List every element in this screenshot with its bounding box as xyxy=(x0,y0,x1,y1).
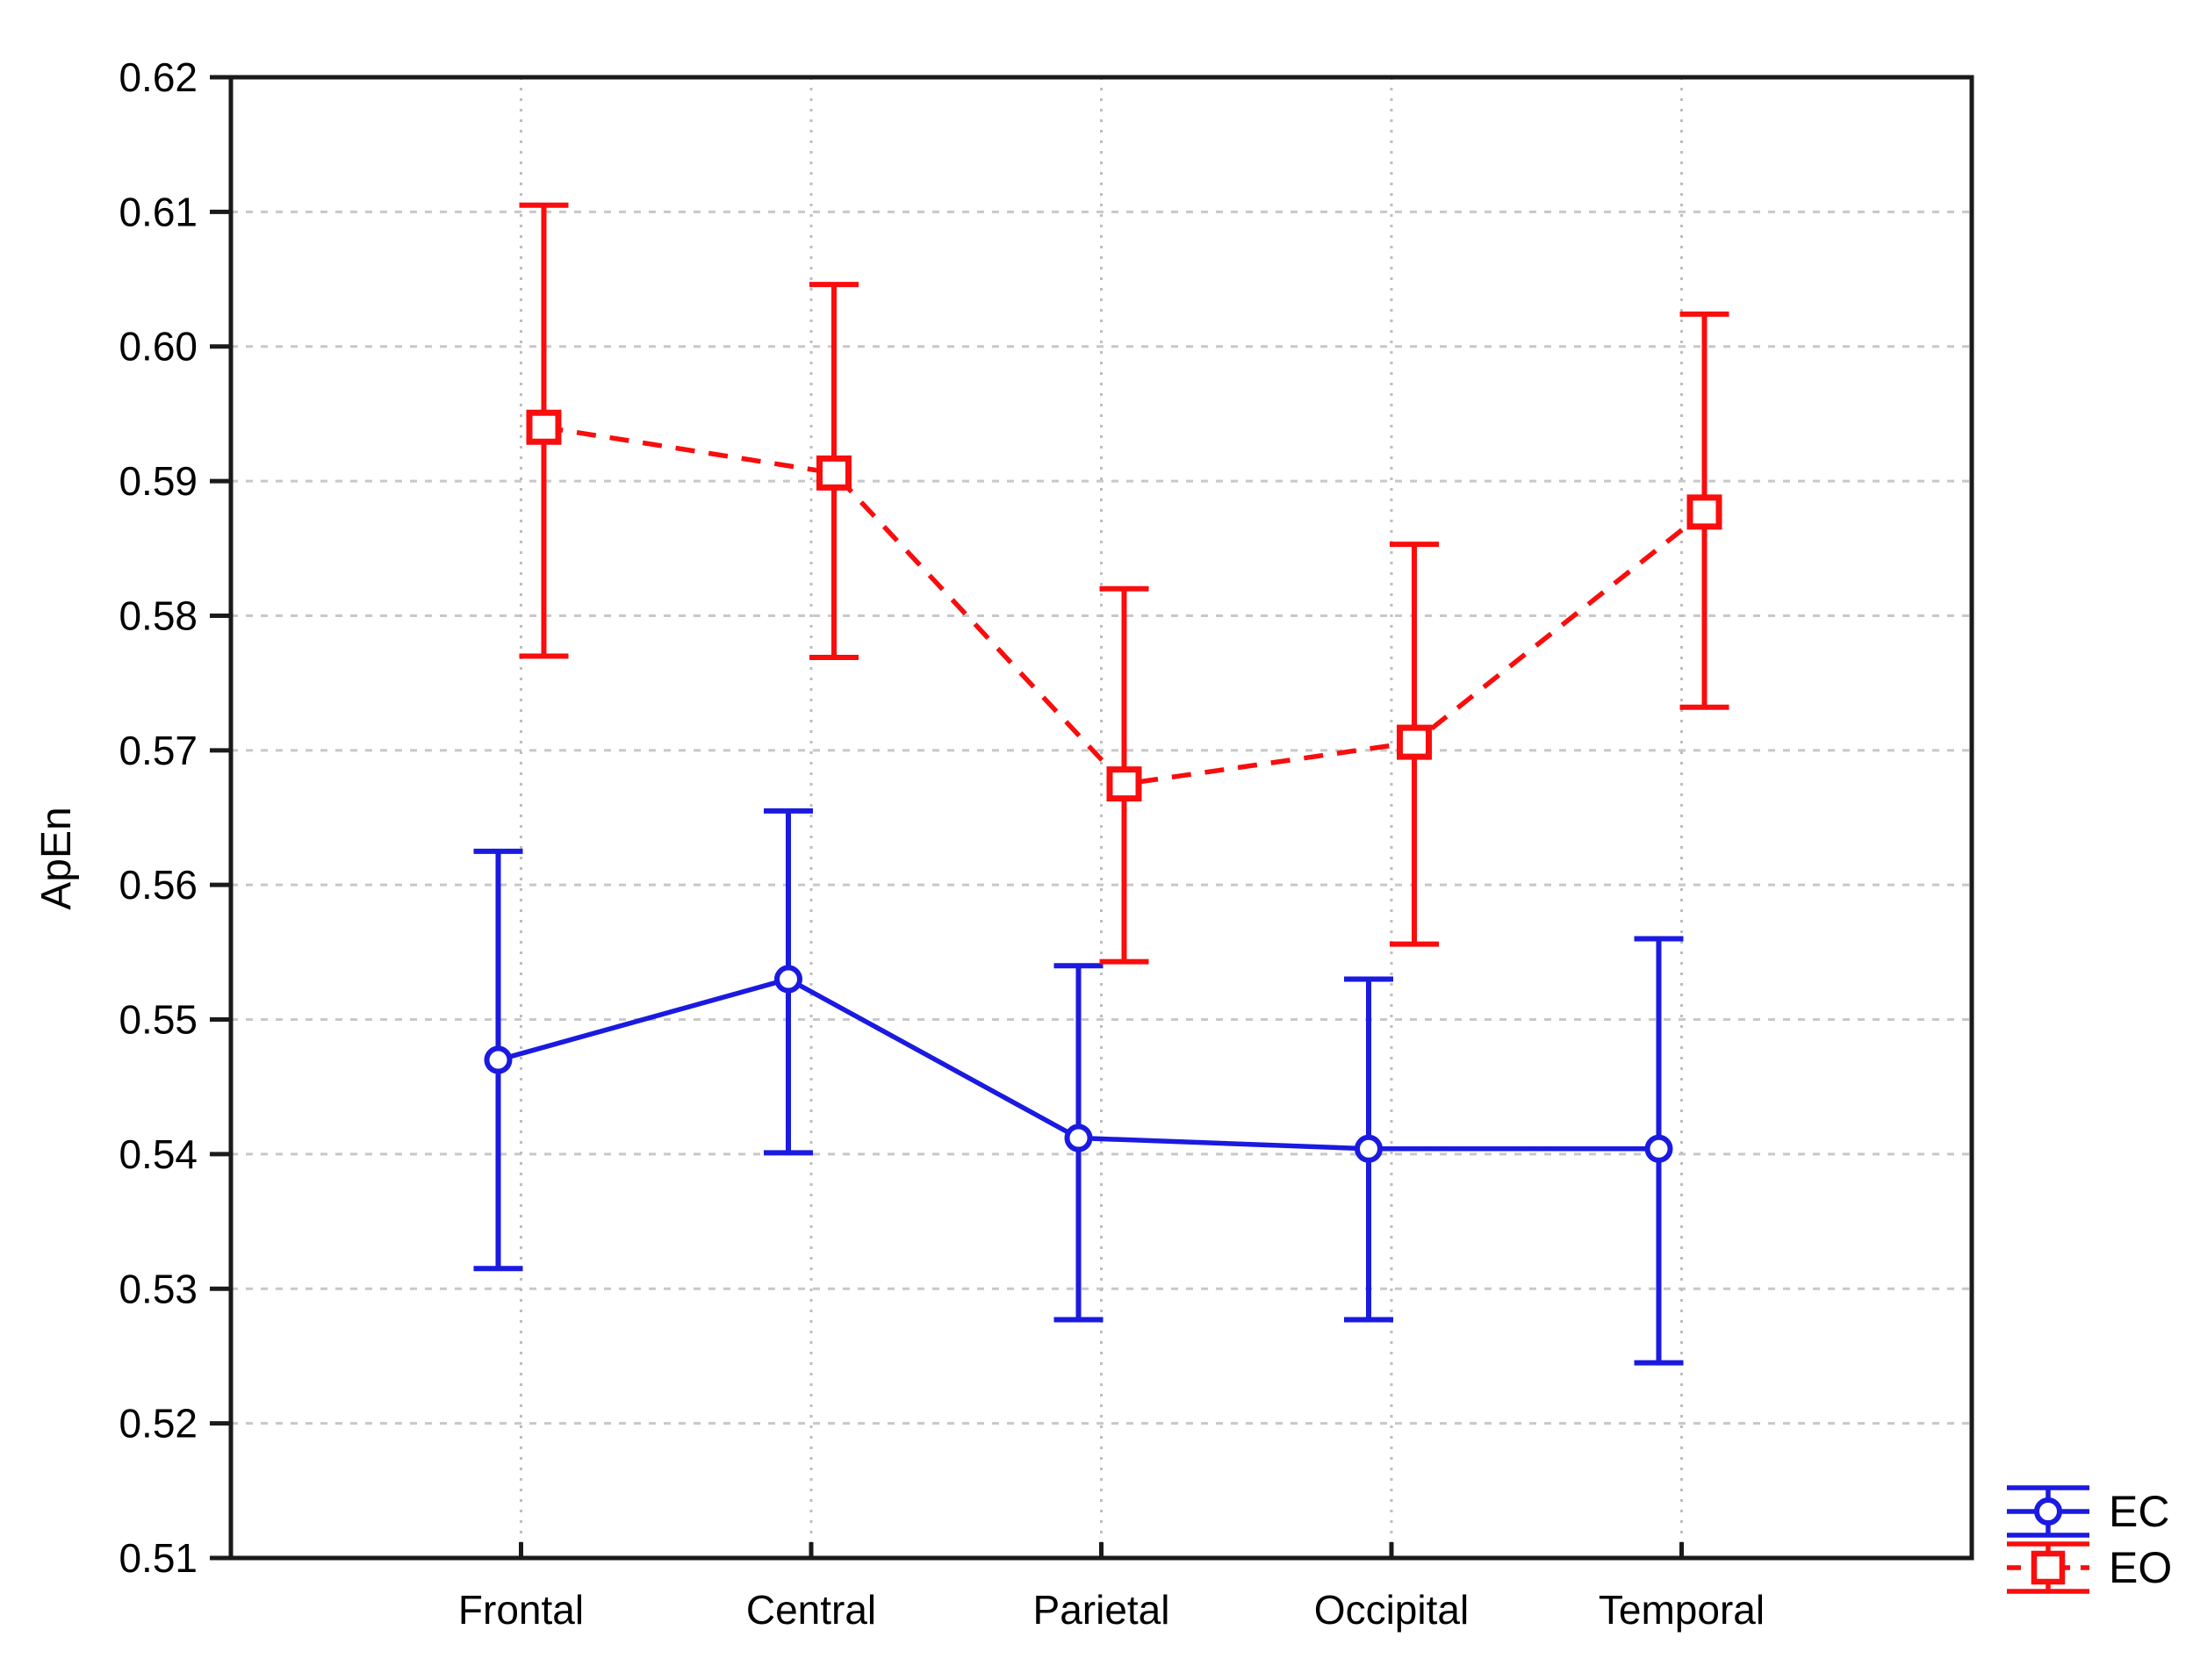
y-tick-label: 0.56 xyxy=(119,862,198,908)
y-tick-label: 0.57 xyxy=(119,728,198,773)
data-marker-circle-EC xyxy=(774,965,802,994)
data-marker-square-EO xyxy=(1106,766,1142,802)
y-tick-label: 0.54 xyxy=(119,1131,198,1177)
data-marker-circle-EC xyxy=(1644,1134,1673,1163)
x-axis-label: Central xyxy=(746,1587,876,1633)
data-marker-square-EO xyxy=(1686,494,1722,530)
x-axis-label: Frontal xyxy=(458,1587,584,1633)
y-tick-label: 0.58 xyxy=(119,592,198,638)
y-tick-label: 0.51 xyxy=(119,1535,198,1581)
legend-marker-square-EO xyxy=(2031,1550,2066,1585)
y-tick-label: 0.62 xyxy=(119,54,198,100)
data-marker-square-EO xyxy=(1397,724,1432,760)
x-axis-label: Parietal xyxy=(1033,1587,1170,1633)
data-marker-circle-EC xyxy=(484,1045,513,1074)
y-axis-title: ApEn xyxy=(33,807,80,909)
legend-label-EC: EC xyxy=(2109,1487,2169,1536)
data-marker-circle-EC xyxy=(1064,1124,1093,1152)
y-tick-label: 0.53 xyxy=(119,1266,198,1311)
data-marker-circle-EC xyxy=(1355,1134,1383,1163)
y-tick-label: 0.52 xyxy=(119,1401,198,1447)
x-axis-label: Occipital xyxy=(1314,1587,1469,1633)
x-axis-label: Temporal xyxy=(1599,1587,1765,1633)
y-tick-label: 0.55 xyxy=(119,997,198,1043)
y-tick-label: 0.59 xyxy=(119,458,198,504)
y-tick-label: 0.61 xyxy=(119,189,198,234)
data-marker-square-EO xyxy=(816,455,852,491)
y-tick-label: 0.60 xyxy=(119,324,198,370)
legend-label-EO: EO xyxy=(2109,1543,2172,1592)
legend-marker-circle-EC xyxy=(2034,1497,2062,1526)
data-marker-square-EO xyxy=(526,409,562,445)
